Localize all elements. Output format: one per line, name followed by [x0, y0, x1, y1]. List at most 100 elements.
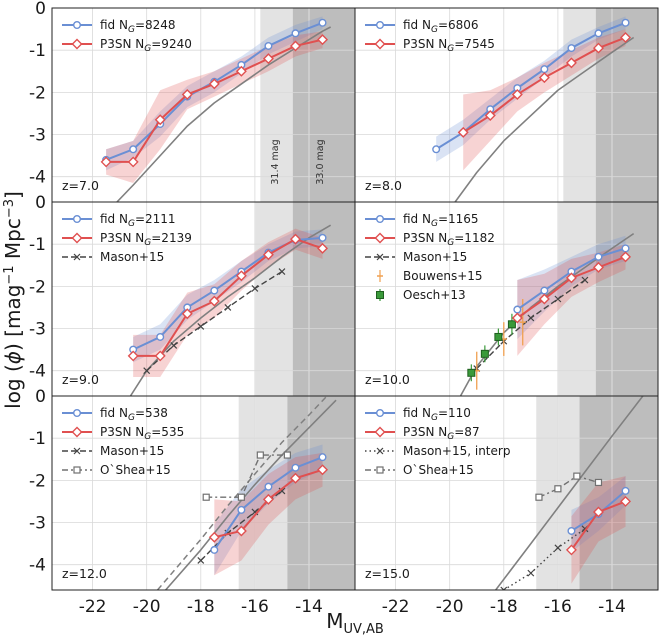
- marker-diamond: [262, 493, 274, 505]
- marker-circle: [156, 332, 165, 341]
- marker-diamond: [208, 531, 220, 543]
- mason_interp-line: [503, 528, 586, 590]
- marker-circle: [210, 545, 219, 554]
- marker-diamond: [538, 72, 550, 84]
- fit2-series: [156, 396, 328, 590]
- panel-z-label: z=12.0: [62, 566, 107, 581]
- marker-circle: [129, 145, 138, 154]
- p3sn-band: [106, 31, 323, 184]
- marker-circle: [210, 286, 219, 295]
- x-tick-label: -22: [382, 597, 410, 617]
- marker-circle: [318, 233, 327, 242]
- legend-label: P3SN NG=9240: [100, 37, 192, 54]
- legend-entry-fid: fid NG=8248: [62, 18, 176, 35]
- legend-entry-p3sn: P3SN NG=7545: [365, 37, 495, 54]
- legend-entry-p3sn: P3SN NG=535: [62, 425, 184, 442]
- legend-entry-fid: fid NG=6806: [365, 18, 479, 35]
- panel-z-label: z=10.0: [365, 372, 410, 387]
- panel-z-12-0: z=12.0 fid NG=538 P3SN NG=535 Mason+15 O`She…: [29, 387, 356, 617]
- legend: fid NG=538 P3SN NG=535 Mason+15 O`Shea+15: [62, 406, 184, 477]
- legend-label: P3SN NG=535: [100, 425, 184, 442]
- panel-z-8-0: z=8.0 fid NG=6806 P3SN NG=7545: [354, 7, 659, 203]
- y-tick-label: -4: [29, 168, 46, 188]
- legend-entry-p3sn: P3SN NG=1182: [365, 231, 495, 248]
- y-axis-label: log (ϕ) [mag−1 Mpc−3]: [1, 191, 25, 409]
- panel-frame: [354, 395, 659, 591]
- marker-diamond: [565, 544, 577, 556]
- legend-label: Mason+15, interp: [403, 444, 510, 458]
- marker-x: [581, 276, 589, 284]
- marker-diamond: [100, 156, 112, 168]
- marker-diamond: [317, 242, 329, 254]
- marker-x: [527, 569, 535, 577]
- marker-diamond: [511, 88, 523, 100]
- fit-line: [454, 36, 635, 202]
- p3sn-series: [127, 233, 329, 362]
- y-tick-label: 0: [35, 387, 46, 407]
- marker-diamond: [262, 249, 274, 261]
- p3sn-series: [457, 32, 632, 138]
- x-tick-label: -16: [544, 597, 572, 617]
- band-light: [254, 202, 293, 396]
- marker-diamond: [592, 506, 604, 518]
- marker-diamond: [511, 312, 523, 324]
- marker-diamond: [181, 88, 193, 100]
- marker-x: [73, 253, 81, 261]
- legend-entry-mason: Mason+15: [62, 250, 164, 264]
- marker-circle: [376, 214, 385, 223]
- marker-square: [73, 466, 81, 474]
- marker-x: [224, 304, 232, 311]
- p3sn-series: [565, 495, 632, 556]
- marker-diamond: [620, 495, 632, 507]
- marker-diamond: [154, 350, 166, 362]
- legend-label: Mason+15: [403, 250, 467, 264]
- marker-diamond: [235, 525, 247, 537]
- band-light: [563, 8, 596, 202]
- marker-diamond: [620, 251, 632, 263]
- panel-body: [52, 202, 355, 396]
- y-tick-label: -1: [29, 235, 46, 255]
- marker-circle: [567, 526, 576, 535]
- marker-x: [554, 544, 562, 552]
- marker-diamond: [592, 261, 604, 273]
- fit-series: [165, 399, 337, 590]
- marker-diamond: [181, 308, 193, 320]
- marker-diamond: [71, 232, 83, 244]
- panel-z-label: z=8.0: [365, 178, 402, 193]
- band-label: 33.0 mag: [315, 139, 326, 184]
- legend: fid NG=2111 P3SN NG=2139 Mason+15: [62, 212, 192, 264]
- panel-body: 31.4 mag 33.0 mag: [52, 8, 355, 202]
- marker-diamond: [127, 350, 139, 362]
- marker-x: [376, 447, 384, 455]
- marker-square: [573, 472, 581, 480]
- marker-circle: [567, 44, 576, 53]
- legend-entry-fid: fid NG=2111: [62, 212, 176, 229]
- marker-diamond: [71, 426, 83, 438]
- legend-label: fid NG=538: [100, 406, 168, 423]
- legend-label: fid NG=6806: [403, 18, 479, 35]
- fit-line: [165, 399, 337, 590]
- marker-diamond: [565, 57, 577, 69]
- y-tick-label: -2: [29, 83, 46, 103]
- legend-entry-mason: Mason+15: [365, 250, 467, 264]
- marker-circle: [513, 305, 522, 314]
- legend-entry-oshea: O`Shea+15: [62, 463, 171, 477]
- marker-diamond: [235, 65, 247, 77]
- legend: fid NG=8248 P3SN NG=9240: [62, 18, 192, 54]
- legend: fid NG=110 P3SN NG=87 Mason+15, interp O`Sh…: [365, 406, 510, 477]
- fit-line: [116, 26, 332, 202]
- fit-series: [495, 396, 644, 590]
- fid-band: [436, 16, 626, 162]
- band-dark: [287, 396, 355, 590]
- marker-square: [256, 451, 264, 459]
- marker-diamond: [374, 38, 386, 50]
- panel-z-10-0: z=10.0 fid NG=1165 P3SN NG=1182 Mason+15 Bou…: [354, 201, 659, 397]
- legend-label: P3SN NG=87: [403, 425, 480, 442]
- mason-series: [143, 268, 286, 375]
- panel-body: [355, 202, 658, 396]
- x-tick-label: -22: [79, 597, 107, 617]
- marker-x: [527, 314, 535, 322]
- marker-circle: [376, 21, 385, 30]
- marker-circle: [72, 21, 81, 30]
- fid-series: [210, 453, 327, 554]
